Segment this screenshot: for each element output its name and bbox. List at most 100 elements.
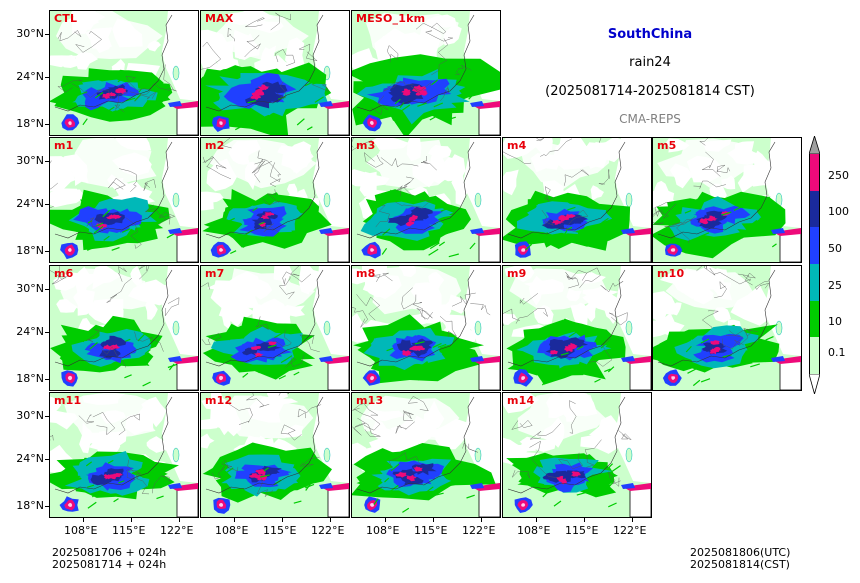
- lon-tick: [481, 518, 482, 522]
- panel-label: m9: [507, 267, 527, 280]
- period-title: (2025081714-2025081814 CST): [545, 84, 755, 99]
- lat-tick-label: 18°N: [16, 244, 44, 257]
- map-panel-m6: m6: [49, 265, 199, 391]
- lon-tick: [536, 518, 537, 522]
- lon-tick: [234, 518, 235, 522]
- map-panel-m13: m13: [351, 392, 501, 518]
- panel-label: m8: [356, 267, 376, 280]
- lat-tick-label: 24°N: [16, 325, 44, 338]
- panel-label: m12: [205, 394, 233, 407]
- lon-tick-label: 122°E: [462, 524, 496, 537]
- source-title: CMA-REPS: [619, 112, 681, 126]
- map-panel-m10: m10: [652, 265, 802, 391]
- lat-tick: [45, 506, 49, 507]
- lat-tick: [45, 77, 49, 78]
- lon-tick-label: 108°E: [215, 524, 249, 537]
- colorbar-segment: [809, 300, 820, 338]
- lon-tick-label: 108°E: [64, 524, 98, 537]
- lon-tick-label: 122°E: [613, 524, 647, 537]
- footer-valid-cst: 2025081814(CST): [690, 558, 790, 571]
- lon-tick: [632, 518, 633, 522]
- lon-tick-label: 115°E: [414, 524, 448, 537]
- map-panel-m8: m8: [351, 265, 501, 391]
- colorbar-segment: [809, 227, 820, 264]
- colorbar-level-label: 50: [828, 242, 842, 255]
- lat-tick: [45, 459, 49, 460]
- lon-tick-label: 115°E: [565, 524, 599, 537]
- lat-tick-label: 30°N: [16, 409, 44, 422]
- panel-label: m3: [356, 139, 376, 152]
- lon-tick: [282, 518, 283, 522]
- colorbar-level-label: 25: [828, 278, 842, 292]
- lat-tick-label: 30°N: [16, 282, 44, 295]
- panel-label: CTL: [54, 12, 78, 25]
- colorbar-segment: [809, 190, 820, 228]
- lat-tick: [45, 332, 49, 333]
- footer-valid-utc: 2025081806(UTC): [690, 546, 791, 559]
- lon-tick: [433, 518, 434, 522]
- panel-label: m4: [507, 139, 527, 152]
- map-panel-m1: m1: [49, 137, 199, 263]
- map-panel-m5: m5: [652, 137, 802, 263]
- lon-tick: [83, 518, 84, 522]
- footer-init-utc: 2025081706 + 024h: [52, 546, 167, 559]
- footer-init: 2025081706 + 024h 2025081714 + 024h: [52, 547, 166, 571]
- panel-label: m7: [205, 267, 225, 280]
- lat-tick: [45, 34, 49, 35]
- lat-tick-label: 30°N: [16, 27, 44, 40]
- footer-valid: 2025081806(UTC) 2025081814(CST): [690, 547, 790, 571]
- colorbar-level-label: 0.1: [828, 346, 846, 359]
- lon-tick: [330, 518, 331, 522]
- colorbar-segment: [809, 154, 820, 191]
- lon-tick: [584, 518, 585, 522]
- lat-tick-label: 18°N: [16, 372, 44, 385]
- lat-tick-label: 24°N: [16, 70, 44, 83]
- panel-label: m11: [54, 394, 82, 407]
- panel-label: MESO_1km: [356, 12, 426, 25]
- map-panel-ctl: CTL: [49, 10, 199, 136]
- lon-tick-label: 115°E: [112, 524, 146, 537]
- lat-tick-label: 24°N: [16, 197, 44, 210]
- map-panel-m14: m14: [502, 392, 652, 518]
- panel-label: m2: [205, 139, 225, 152]
- lat-tick: [45, 416, 49, 417]
- panel-label: m10: [657, 267, 685, 280]
- lat-tick-label: 18°N: [16, 499, 44, 512]
- map-panel-m4: m4: [502, 137, 652, 263]
- panel-label: m1: [54, 139, 74, 152]
- map-panel-meso-1km: MESO_1km: [351, 10, 501, 136]
- lon-tick-label: 122°E: [160, 524, 194, 537]
- lon-tick: [385, 518, 386, 522]
- lon-tick-label: 108°E: [517, 524, 551, 537]
- colorbar-segment: [809, 337, 820, 374]
- lon-tick-label: 108°E: [366, 524, 400, 537]
- map-panel-max: MAX: [200, 10, 350, 136]
- lat-tick: [45, 289, 49, 290]
- panel-label: MAX: [205, 12, 234, 25]
- map-panel-m9: m9: [502, 265, 652, 391]
- lat-tick: [45, 161, 49, 162]
- colorbar-max-arrow: [809, 136, 820, 154]
- map-panel-m11: m11: [49, 392, 199, 518]
- colorbar-level-label: 250: [828, 168, 849, 182]
- colorbar-level-label: 10: [828, 315, 842, 329]
- region-title: SouthChina: [607, 27, 693, 42]
- map-panel-m7: m7: [200, 265, 350, 391]
- footer-init-cst: 2025081714 + 024h: [52, 558, 167, 571]
- lon-tick: [179, 518, 180, 522]
- panel-label: m14: [507, 394, 535, 407]
- lat-tick: [45, 124, 49, 125]
- panel-label: m6: [54, 267, 74, 280]
- lon-tick-label: 115°E: [263, 524, 297, 537]
- lat-tick: [45, 204, 49, 205]
- lat-tick-label: 30°N: [16, 154, 44, 167]
- map-panel-m3: m3: [351, 137, 501, 263]
- colorbar-min-arrow: [809, 374, 820, 394]
- lat-tick-label: 24°N: [16, 452, 44, 465]
- lon-tick-label: 122°E: [311, 524, 345, 537]
- lat-tick-label: 18°N: [16, 117, 44, 130]
- panel-label: m13: [356, 394, 384, 407]
- variable-title: rain24: [629, 55, 671, 70]
- panel-label: m5: [657, 139, 677, 152]
- map-panel-m12: m12: [200, 392, 350, 518]
